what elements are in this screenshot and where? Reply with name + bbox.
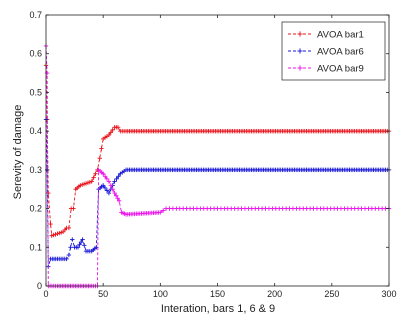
data-point	[106, 190, 112, 196]
data-point	[93, 171, 98, 176]
series-avoa-bar9	[43, 43, 392, 289]
data-point	[70, 237, 75, 242]
data-point	[64, 256, 69, 262]
data-point	[110, 187, 115, 192]
x-tick-label: 300	[381, 289, 396, 299]
x-tick-label: 100	[153, 289, 168, 299]
data-point	[108, 183, 113, 188]
legend-swatch-marker	[297, 48, 303, 54]
data-point	[112, 179, 117, 184]
data-point	[71, 206, 76, 211]
legend-label: AVOA bar1	[317, 30, 364, 41]
data-point	[160, 208, 166, 213]
legend-swatch-marker	[297, 65, 303, 71]
data-point	[113, 193, 119, 198]
data-point	[68, 245, 73, 250]
data-point	[110, 127, 115, 133]
data-point	[75, 245, 81, 250]
series-markers-avoa-bar1	[43, 63, 392, 238]
data-point	[48, 221, 53, 227]
y-tick-label: 0.1	[29, 242, 42, 252]
series-markers-avoa-bar9	[43, 43, 392, 289]
x-tick-label: 0	[43, 289, 48, 299]
x-tick-label: 200	[267, 289, 282, 299]
data-point	[114, 176, 119, 182]
legend-label: AVOA bar9	[317, 64, 364, 75]
legend-entry-avoa-bar9: AVOA bar9	[288, 64, 364, 75]
data-point	[112, 190, 117, 196]
data-point	[108, 130, 113, 135]
x-tick-label: 50	[98, 289, 108, 299]
series-avoa-bar6	[43, 117, 392, 269]
series-avoa-bar1	[43, 63, 392, 238]
y-tick-label: 0.6	[29, 49, 42, 59]
y-tick-label: 0.7	[29, 10, 42, 20]
x-tick-label: 250	[324, 289, 339, 299]
data-point	[115, 196, 120, 201]
data-point	[82, 243, 87, 248]
data-point	[99, 146, 104, 151]
y-axis-label: Serevity of damage	[12, 105, 24, 200]
legend-label: AVOA bar6	[317, 47, 364, 58]
data-point	[77, 242, 82, 247]
data-point	[100, 183, 106, 188]
x-axis-label: Interation, bars 1, 6 & 9	[161, 303, 275, 315]
data-point	[158, 210, 163, 215]
data-point	[66, 252, 72, 258]
x-tick-label: 150	[210, 289, 225, 299]
data-point	[116, 198, 122, 204]
legend-swatch-marker	[297, 31, 303, 37]
data-point	[104, 176, 110, 182]
data-point	[66, 225, 72, 231]
data-point	[106, 132, 112, 138]
data-point	[91, 175, 96, 180]
y-tick-label: 0.3	[29, 165, 42, 175]
y-tick-label: 0.5	[29, 87, 42, 97]
plot-layer	[43, 43, 392, 289]
data-point	[106, 179, 112, 184]
y-tick-label: 0	[37, 281, 42, 291]
data-point	[100, 171, 106, 176]
data-point	[116, 174, 121, 179]
y-tick-label: 0.2	[29, 204, 42, 214]
series-markers-avoa-bar6	[43, 117, 392, 269]
data-point	[104, 188, 110, 193]
data-point	[102, 174, 108, 179]
data-point	[115, 125, 121, 130]
data-point	[89, 179, 94, 184]
data-point	[78, 239, 84, 245]
data-point	[102, 185, 108, 191]
data-point	[80, 237, 85, 242]
data-point	[97, 156, 102, 161]
data-point	[46, 190, 51, 196]
legend-entry-avoa-bar1: AVOA bar1	[288, 30, 364, 41]
legend-entry-avoa-bar6: AVOA bar6	[288, 47, 364, 58]
series-line-avoa-bar9	[45, 45, 389, 287]
legend: AVOA bar1 AVOA bar6 AVOA bar9	[281, 21, 386, 81]
axes-layer: 0 50 100 150 200 250 300 0 0.1 0.2 0.3 0.4 0.5 0.6 0.7	[29, 10, 396, 299]
y-tick-label: 0.4	[29, 126, 42, 136]
